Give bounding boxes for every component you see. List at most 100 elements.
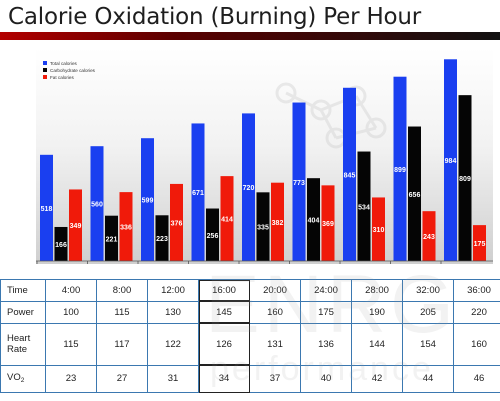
table-cell: 8:00 bbox=[96, 279, 148, 302]
bar-value-label: 899 bbox=[394, 167, 406, 174]
row-header: Heart Rate bbox=[0, 322, 46, 366]
bar-carbohydrate-4:00 bbox=[54, 226, 68, 261]
bar-value-label: 256 bbox=[207, 233, 219, 240]
bar-total-20:00 bbox=[242, 113, 255, 262]
legend-swatch bbox=[43, 68, 47, 72]
bar-value-label: 166 bbox=[55, 242, 67, 249]
decor-bond bbox=[285, 91, 322, 112]
bar-value-label: 221 bbox=[106, 236, 118, 243]
bar-value-label: 369 bbox=[322, 221, 334, 228]
decor-bond bbox=[319, 109, 338, 139]
table-cell: 160 bbox=[453, 322, 500, 366]
bar-value-label: 534 bbox=[358, 204, 370, 211]
background-molecule-decoration bbox=[275, 82, 387, 149]
legend-swatch bbox=[43, 75, 47, 79]
table-cell: 100 bbox=[45, 300, 97, 324]
bar-value-label: 243 bbox=[423, 234, 435, 241]
table-cell: 126 bbox=[198, 322, 250, 366]
legend: Total calories Carbohydrate calories Fat c… bbox=[43, 61, 96, 80]
bar-carbohydrate-28:00 bbox=[357, 151, 371, 261]
bar-value-label: 310 bbox=[373, 227, 385, 234]
table-row: Heart Rate 115 117 122 126 131 136 144 154 160 bbox=[0, 322, 500, 366]
bar-fat-24:00 bbox=[321, 185, 335, 261]
bar-value-label: 809 bbox=[459, 176, 471, 183]
table-cell: 16:00 bbox=[198, 279, 250, 302]
table-cell: 131 bbox=[249, 322, 301, 366]
table-cell: 28:00 bbox=[351, 279, 403, 302]
bar-value-label: 845 bbox=[344, 172, 356, 179]
table-row: Time 4:00 8:00 12:00 16:00 20:00 24:00 28:00 32:… bbox=[0, 279, 500, 302]
title-rule bbox=[0, 32, 500, 40]
bar-value-label: 336 bbox=[120, 225, 132, 232]
bar-value-label: 773 bbox=[293, 180, 305, 187]
table-cell: 190 bbox=[351, 300, 403, 324]
row-header-label: Heart Rate bbox=[7, 333, 31, 356]
bar-value-label: 656 bbox=[409, 192, 421, 199]
decor-atom bbox=[365, 117, 387, 139]
table-row: Power 100 115 130 145 160 175 190 205 220 bbox=[0, 300, 500, 324]
decor-atom bbox=[310, 99, 332, 121]
table-cell: 115 bbox=[96, 300, 148, 324]
table-cell: 145 bbox=[198, 300, 250, 324]
row-header: Power bbox=[0, 300, 46, 324]
row-header-label: Time bbox=[7, 284, 28, 296]
bar-value-label: 349 bbox=[70, 223, 82, 230]
table-cell: 32:00 bbox=[402, 279, 454, 302]
bar-fat-28:00 bbox=[372, 197, 385, 261]
table-cell: 175 bbox=[300, 300, 352, 324]
table-row: VO2 23 27 31 34 37 40 42 44 46 bbox=[0, 364, 500, 394]
bar-total-12:00 bbox=[141, 138, 154, 261]
bar-total-32:00 bbox=[393, 76, 407, 261]
bar-total-16:00 bbox=[191, 123, 205, 261]
bar-carbohydrate-24:00 bbox=[307, 178, 320, 261]
bar-value-label: 671 bbox=[192, 190, 204, 197]
bar-carbohydrate-20:00 bbox=[256, 192, 270, 261]
table-cell: 205 bbox=[402, 300, 454, 324]
bar-carbohydrate-32:00 bbox=[408, 126, 421, 262]
bar-carbohydrate-8:00 bbox=[105, 215, 118, 261]
row-header: Time bbox=[0, 279, 46, 302]
table-cell: 42 bbox=[351, 364, 403, 394]
bar-value-label: 599 bbox=[142, 198, 154, 205]
table-cell: 40 bbox=[300, 364, 352, 394]
table-cell: 44 bbox=[402, 364, 454, 394]
bar-value-label: 984 bbox=[445, 158, 457, 165]
table-cell: 12:00 bbox=[147, 279, 199, 302]
row-header-label: VO bbox=[7, 371, 21, 383]
bar-fat-4:00 bbox=[69, 189, 82, 261]
bar-total-8:00 bbox=[90, 146, 104, 261]
table-cell: 31 bbox=[147, 364, 199, 394]
bar-total-36:00 bbox=[444, 59, 457, 261]
legend-label: Carbohydrate calories bbox=[50, 68, 96, 73]
table-cell: 136 bbox=[300, 322, 352, 366]
bar-value-label: 223 bbox=[156, 236, 168, 243]
table-cell: 122 bbox=[147, 322, 199, 366]
decor-bond bbox=[354, 95, 378, 129]
legend-swatch bbox=[43, 61, 47, 65]
bar-value-label: 414 bbox=[221, 217, 233, 224]
bar-value-label: 404 bbox=[308, 218, 320, 225]
table-cell: 4:00 bbox=[45, 279, 97, 302]
row-header-subscript: 2 bbox=[20, 376, 25, 384]
bar-total-28:00 bbox=[343, 87, 356, 262]
bar-total-24:00 bbox=[292, 102, 306, 261]
table-cell: 144 bbox=[351, 322, 403, 366]
bar-carbohydrate-36:00 bbox=[458, 95, 472, 261]
bar-fat-32:00 bbox=[422, 211, 436, 261]
table-cell: 34 bbox=[198, 364, 250, 394]
table-cell: 46 bbox=[453, 364, 500, 394]
table-cell: 27 bbox=[96, 364, 148, 394]
bar-carbohydrate-16:00 bbox=[206, 208, 219, 261]
bar-fat-8:00 bbox=[119, 192, 133, 261]
table-cell: 20:00 bbox=[249, 279, 301, 302]
table-cell: 160 bbox=[249, 300, 301, 324]
table-cell: 220 bbox=[453, 300, 500, 324]
table-cell: 23 bbox=[45, 364, 97, 394]
bar-fat-16:00 bbox=[220, 176, 234, 261]
bar-value-label: 720 bbox=[243, 185, 255, 192]
bar-fat-12:00 bbox=[170, 183, 183, 261]
row-header: VO2 bbox=[0, 364, 46, 394]
decor-atom bbox=[275, 82, 297, 104]
